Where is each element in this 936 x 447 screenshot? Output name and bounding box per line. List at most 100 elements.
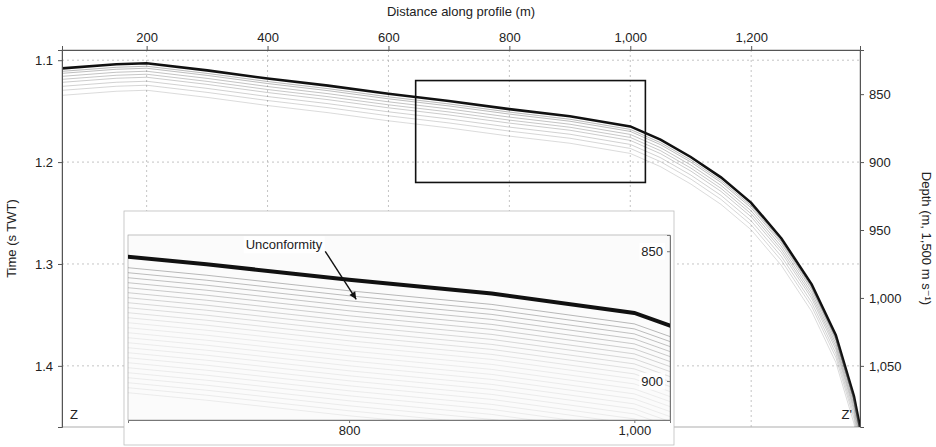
reflector-line — [128, 328, 670, 420]
tick: 900 — [639, 373, 670, 390]
reflector-line — [128, 293, 670, 420]
reflector-line — [128, 235, 670, 420]
reflector-line — [128, 278, 670, 420]
tick-label: 1.1 — [35, 53, 53, 68]
tick-mark — [58, 60, 62, 61]
tick-mark — [509, 46, 510, 50]
reflector-line — [128, 313, 670, 420]
tick-mark — [860, 298, 864, 299]
reflector-line — [128, 303, 670, 420]
tick: 900 — [860, 155, 891, 170]
tick: 1,000 — [619, 420, 652, 438]
grid-line-x — [751, 50, 752, 427]
reflector-line — [128, 235, 670, 420]
reflector-line — [128, 268, 670, 420]
tick: 1,000 — [860, 291, 902, 306]
tick-label: 1,200 — [735, 30, 768, 45]
tick: 1.3 — [35, 257, 62, 272]
grid-line-y — [62, 162, 860, 163]
axis-line — [63, 46, 861, 51]
annotation: Unconformity — [246, 237, 323, 252]
reflector-line — [62, 74, 860, 427]
annotation-patch — [244, 236, 325, 253]
tick: 800 — [499, 30, 521, 50]
tick-label: 800 — [499, 30, 521, 45]
profile-end-label: Z' — [842, 407, 852, 422]
tick: 400 — [257, 30, 279, 50]
tick-mark — [147, 46, 148, 50]
tick-mark — [58, 366, 62, 367]
plot-area — [62, 50, 860, 427]
tick-label: 800 — [339, 423, 361, 438]
profile-end-label: Z — [70, 407, 78, 422]
reflector-line — [128, 235, 670, 420]
axis-line — [58, 51, 63, 428]
reflector-line — [128, 318, 670, 420]
tick-mark — [667, 381, 670, 382]
tick-label: 600 — [378, 30, 400, 45]
tick: 1.1 — [35, 53, 62, 68]
tick-label: 950 — [869, 223, 891, 238]
tick-label: 400 — [257, 30, 279, 45]
x-axis: 200 400 600 800 1,000 1,200 — [63, 30, 861, 51]
tick: 850 — [639, 243, 670, 260]
tick-mark — [58, 162, 62, 163]
tick: 1,000 — [614, 30, 647, 50]
tick-label: 1,000 — [614, 30, 647, 45]
tick-mark — [751, 46, 752, 50]
inset-y2-axis: 850 900 — [639, 236, 670, 421]
axis-line — [129, 421, 671, 424]
figure: 200 400 600 800 1,000 1,200 1.1 1.2 1.3 1.4 850 900… — [0, 0, 936, 447]
seafloor-line — [62, 63, 860, 427]
axis-line — [667, 236, 671, 421]
tick-label: 850 — [869, 87, 891, 102]
tick-mark — [860, 366, 864, 367]
tick-label: 1.4 — [35, 359, 53, 374]
tick-label: 1,000 — [619, 423, 652, 438]
tick-label: 1,050 — [869, 359, 902, 374]
y2-axis: 850 900 950 1,000 1,050 — [860, 51, 902, 428]
zoom-box — [416, 81, 646, 183]
axis-line — [861, 51, 865, 428]
plot-data — [62, 63, 860, 427]
tick: 950 — [860, 223, 891, 238]
label-patch — [639, 373, 665, 390]
inset-data — [128, 235, 670, 420]
grid-line-y — [62, 60, 860, 61]
reflector-line — [128, 263, 670, 420]
reflector-line — [128, 283, 670, 420]
tick-label: 1,000 — [869, 291, 902, 306]
tick-label: 1.2 — [35, 155, 53, 170]
annotation-arrowhead — [349, 291, 356, 299]
y-axis: 1.1 1.2 1.3 1.4 — [35, 51, 63, 428]
tick-label: 200 — [136, 30, 158, 45]
tick-label: 900 — [641, 374, 663, 389]
tick: 600 — [378, 30, 400, 50]
reflector-line — [128, 298, 670, 420]
tick-mark — [268, 46, 269, 50]
tick-mark — [860, 230, 864, 231]
reflector-line — [128, 308, 670, 420]
tick-mark — [860, 162, 864, 163]
label-patch — [639, 243, 665, 260]
tick: 1,050 — [860, 359, 902, 374]
grid — [62, 50, 860, 427]
inset-x-axis: 800 1,000 — [129, 420, 671, 438]
annotation-arrow — [325, 251, 356, 299]
tick-label: 900 — [869, 155, 891, 170]
y-axis-title: Time (s TWT) — [4, 199, 19, 278]
tick: 1,200 — [735, 30, 768, 50]
tick-mark — [58, 264, 62, 265]
reflector-line — [62, 85, 860, 427]
reflector-line — [128, 323, 670, 420]
tick-mark — [630, 46, 631, 50]
tick-mark — [667, 251, 670, 252]
tick: 850 — [860, 87, 891, 102]
reflector-line — [128, 248, 670, 420]
x-axis-title: Distance along profile (m) — [387, 4, 535, 19]
tick-mark — [860, 94, 864, 95]
tick: 800 — [339, 420, 361, 438]
reflector-line — [128, 243, 670, 420]
inset: 800 1,000 850 900 Unconformity — [0, 192, 936, 447]
tick-label: 1.3 — [35, 257, 53, 272]
